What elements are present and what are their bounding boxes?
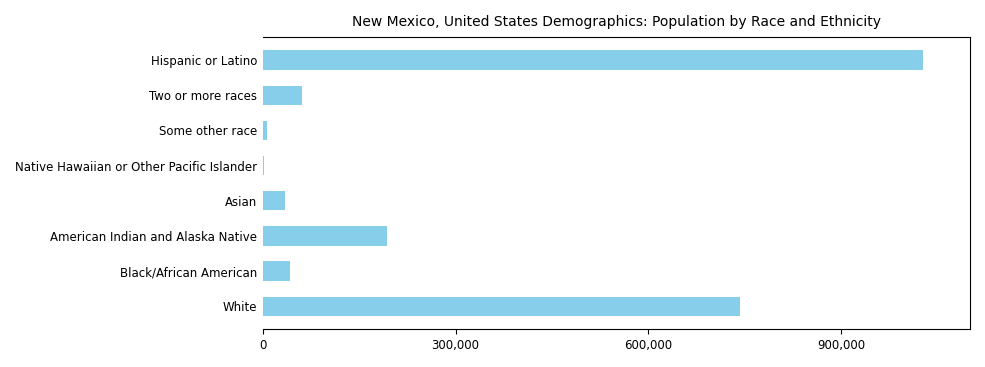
Bar xyxy=(263,261,290,281)
Bar xyxy=(263,86,302,105)
Bar xyxy=(263,156,264,175)
Bar xyxy=(263,121,267,140)
Bar xyxy=(263,226,387,246)
Bar xyxy=(263,297,740,316)
Bar xyxy=(263,50,923,70)
Bar xyxy=(263,191,285,210)
Title: New Mexico, United States Demographics: Population by Race and Ethnicity: New Mexico, United States Demographics: … xyxy=(352,15,881,29)
